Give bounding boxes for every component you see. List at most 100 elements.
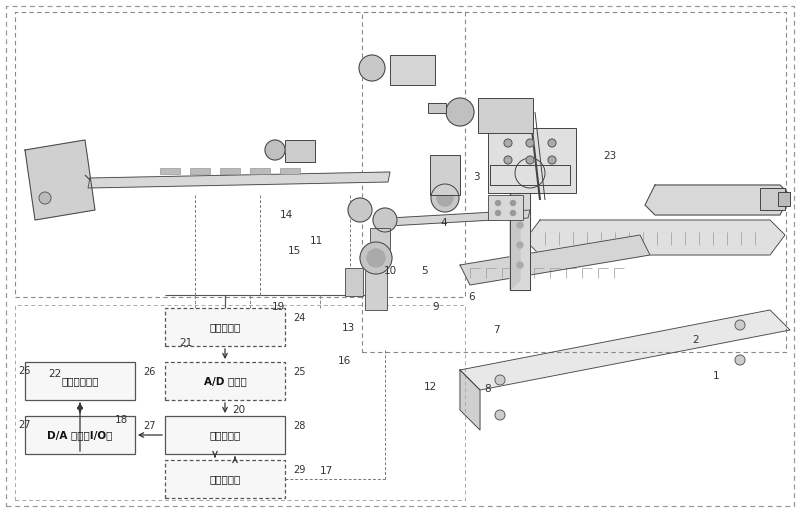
Text: 26: 26 — [143, 367, 155, 377]
Circle shape — [735, 355, 745, 365]
Bar — [160, 168, 180, 174]
Text: 15: 15 — [288, 246, 301, 256]
Text: 13: 13 — [342, 323, 354, 333]
Polygon shape — [460, 310, 790, 390]
Bar — [488, 195, 523, 220]
Bar — [165, 362, 285, 400]
Polygon shape — [88, 172, 390, 188]
Text: 10: 10 — [384, 266, 397, 276]
Circle shape — [515, 158, 545, 188]
Text: 工控计算机: 工控计算机 — [210, 430, 241, 440]
Bar — [15, 305, 465, 500]
Text: D/A 转换及I/O卡: D/A 转换及I/O卡 — [47, 430, 113, 440]
Text: 21: 21 — [179, 338, 192, 348]
Polygon shape — [510, 175, 520, 290]
Bar — [778, 192, 790, 206]
Bar — [345, 268, 363, 296]
Text: 16: 16 — [338, 356, 350, 366]
Polygon shape — [25, 140, 95, 220]
Text: 7: 7 — [493, 325, 499, 335]
Bar — [25, 362, 135, 400]
Text: 11: 11 — [310, 236, 322, 246]
Bar — [430, 155, 460, 195]
Bar — [365, 255, 387, 310]
Bar — [15, 12, 465, 297]
Text: 压电放大电路: 压电放大电路 — [62, 376, 98, 386]
Circle shape — [548, 139, 556, 147]
Circle shape — [495, 375, 505, 385]
Circle shape — [517, 222, 523, 228]
Text: 5: 5 — [421, 266, 427, 276]
Bar — [478, 98, 533, 133]
Polygon shape — [490, 165, 570, 185]
Text: 27: 27 — [143, 421, 155, 431]
Circle shape — [510, 210, 515, 216]
Bar — [488, 128, 576, 193]
Circle shape — [446, 98, 474, 126]
Polygon shape — [525, 220, 785, 255]
Circle shape — [495, 410, 505, 420]
Bar — [190, 168, 210, 174]
Text: 1: 1 — [713, 371, 719, 381]
Bar — [428, 103, 446, 113]
Bar — [760, 188, 785, 210]
Text: 28: 28 — [293, 421, 306, 431]
Circle shape — [359, 55, 385, 81]
Text: 24: 24 — [293, 313, 306, 323]
Circle shape — [431, 184, 459, 212]
Text: 运动控制卡: 运动控制卡 — [210, 474, 241, 484]
Text: 2: 2 — [693, 335, 699, 346]
Circle shape — [360, 242, 392, 274]
Polygon shape — [388, 210, 530, 226]
Text: 6: 6 — [469, 292, 475, 302]
Text: 26: 26 — [18, 366, 30, 376]
Bar — [280, 168, 300, 174]
Circle shape — [504, 156, 512, 164]
Bar — [165, 308, 285, 346]
Circle shape — [504, 139, 512, 147]
Bar — [285, 140, 315, 162]
Circle shape — [517, 202, 523, 208]
Bar — [390, 55, 435, 85]
Bar — [250, 168, 270, 174]
Circle shape — [735, 320, 745, 330]
Circle shape — [348, 198, 372, 222]
Circle shape — [510, 201, 515, 205]
Text: A/D 转换卡: A/D 转换卡 — [204, 376, 246, 386]
Circle shape — [526, 156, 534, 164]
Text: 9: 9 — [433, 302, 439, 312]
Circle shape — [548, 156, 556, 164]
Text: 22: 22 — [48, 369, 61, 379]
Circle shape — [495, 210, 501, 216]
Circle shape — [495, 201, 501, 205]
Text: 20: 20 — [232, 404, 245, 415]
Bar — [25, 416, 135, 454]
Text: 17: 17 — [320, 466, 333, 476]
Text: 电荷放大器: 电荷放大器 — [210, 322, 241, 332]
Circle shape — [39, 192, 51, 204]
Bar — [165, 416, 285, 454]
Text: 8: 8 — [485, 384, 491, 394]
Text: 12: 12 — [424, 381, 437, 392]
Circle shape — [367, 249, 385, 267]
Text: 4: 4 — [441, 218, 447, 228]
Text: 3: 3 — [473, 172, 479, 182]
Text: 14: 14 — [280, 210, 293, 220]
Bar — [220, 168, 240, 174]
Circle shape — [526, 139, 534, 147]
Polygon shape — [460, 370, 480, 430]
Bar — [370, 228, 390, 258]
Polygon shape — [460, 235, 650, 285]
Circle shape — [265, 140, 285, 160]
Circle shape — [517, 262, 523, 268]
Polygon shape — [510, 185, 530, 290]
Bar — [165, 460, 285, 498]
Text: 19: 19 — [272, 302, 285, 312]
Text: 18: 18 — [115, 415, 128, 425]
Text: 27: 27 — [18, 420, 30, 430]
Circle shape — [373, 208, 397, 232]
Text: 29: 29 — [293, 465, 306, 475]
Text: 23: 23 — [603, 151, 616, 161]
Bar — [362, 12, 786, 352]
Text: 25: 25 — [293, 367, 306, 377]
